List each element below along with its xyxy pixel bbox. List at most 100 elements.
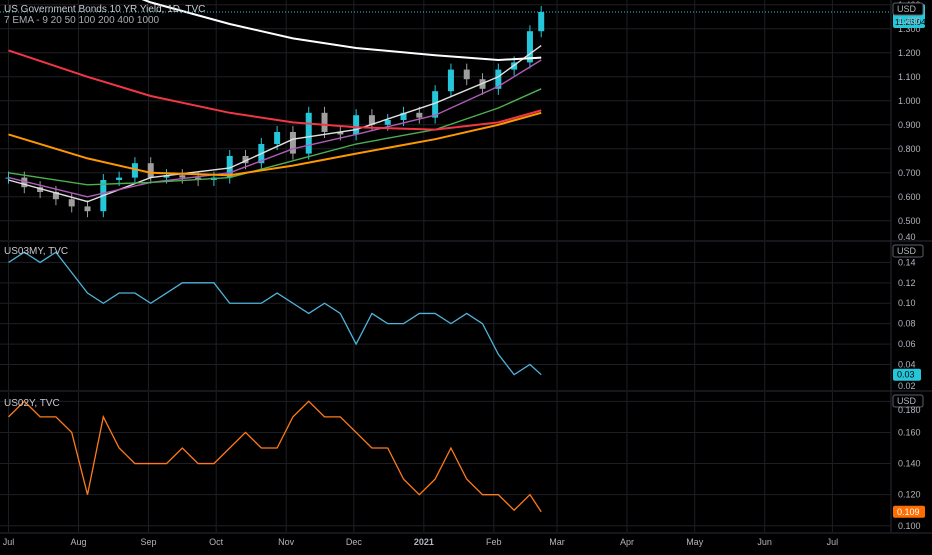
- y-tick-label: 0.160: [898, 427, 921, 437]
- us02y-pane-title: US02Y, TVC: [4, 398, 60, 409]
- us02y-series-line: [8, 400, 542, 513]
- time-axis-label: Feb: [486, 537, 502, 547]
- y-tick-label: 0.10: [898, 298, 916, 308]
- top-tick-label: 1.400: [898, 16, 921, 26]
- price-tag: [893, 368, 921, 381]
- currency-label: USD: [897, 396, 917, 406]
- candle-body: [538, 12, 545, 32]
- candle-body: [416, 112, 423, 118]
- time-axis-label: Jul: [827, 537, 839, 547]
- ema-50-line: [8, 88, 542, 186]
- currency-label: USD: [897, 246, 917, 256]
- time-axis-label: Sep: [140, 537, 156, 547]
- y-tick-label: 1.300: [898, 24, 921, 34]
- y-tick-label: 0.100: [898, 521, 921, 531]
- candles: [5, 6, 545, 218]
- candle-body: [321, 112, 328, 132]
- candle-body: [400, 112, 407, 120]
- candle-body: [242, 156, 249, 164]
- pane-us03my[interactable]: 0.14 0.12 0.10 0.08 0.06 0.040.03 USD 0.02: [0, 244, 924, 391]
- candle-body: [116, 177, 123, 180]
- candle-body: [368, 115, 375, 125]
- candle-body: [463, 69, 470, 80]
- candle-body: [163, 175, 170, 178]
- price-label: 0.03: [897, 370, 915, 380]
- candle-body: [131, 163, 138, 178]
- bottom-tick-label: 0.40: [898, 232, 916, 242]
- candle-body: [21, 177, 28, 188]
- y-tick-label: 1.000: [898, 96, 921, 106]
- candle-body: [37, 187, 44, 192]
- y-tick-label: 0.06: [898, 339, 916, 349]
- us02y-pane-legend: US02Y, TVC: [4, 398, 60, 409]
- y-tick-label: 0.800: [898, 144, 921, 154]
- time-axis-label: Oct: [209, 537, 224, 547]
- y-tick-label: 0.14: [898, 257, 916, 267]
- y-tick-label: 0.600: [898, 192, 921, 202]
- currency-badge[interactable]: [892, 2, 924, 16]
- currency-badge[interactable]: [892, 244, 924, 258]
- y-tick-label: 0.04: [898, 359, 916, 369]
- bottom-tick-label: 0.02: [898, 381, 916, 391]
- candle-body: [179, 175, 186, 178]
- time-axis-label: Dec: [346, 537, 363, 547]
- ema-100-line: [8, 111, 542, 177]
- top-tick-label: 0.180: [898, 405, 921, 415]
- time-axis-label: Jul: [3, 537, 15, 547]
- candle-body: [226, 156, 233, 178]
- time-axis-label: Mar: [549, 537, 565, 547]
- us03my-pane-title: US03MY, TVC: [4, 246, 69, 257]
- candle-body: [353, 115, 360, 135]
- candle-body: [84, 206, 91, 212]
- candle-body: [432, 91, 439, 118]
- price-tag: [893, 505, 925, 518]
- candle-body: [195, 177, 202, 180]
- y-tick-label: 0.12: [898, 278, 916, 288]
- us03my-pane-legend: US03MY, TVC: [4, 246, 68, 257]
- ema-200-line: [8, 49, 542, 131]
- time-axis-label: Jun: [757, 537, 772, 547]
- time-axis-label: 2021: [414, 537, 434, 547]
- candle-body: [526, 31, 533, 63]
- currency-label: USD: [897, 4, 917, 14]
- time-axis[interactable]: Jul Aug Sep Oct Nov Dec 2021 Feb Mar Apr May Jun Jul: [3, 537, 838, 547]
- main-pane-title: US Government Bonds 10 YR Yield, 1D, TVC: [4, 4, 206, 15]
- candle-body: [447, 69, 454, 92]
- price-label: 0.109: [897, 507, 920, 517]
- time-axis-label: Nov: [278, 537, 295, 547]
- candle-body: [52, 192, 59, 200]
- y-tick-label: 0.900: [898, 120, 921, 130]
- time-axis-label: Aug: [70, 537, 86, 547]
- ema-20-line: [8, 59, 542, 198]
- candle-body: [147, 163, 154, 178]
- candle-body: [68, 199, 75, 207]
- grid-lines: [8, 0, 833, 532]
- candle-body: [495, 69, 502, 89]
- y-tick-label: 0.140: [898, 459, 921, 469]
- time-axis-label: May: [686, 537, 704, 547]
- ema-9-line: [8, 45, 542, 203]
- candle-body: [289, 132, 296, 154]
- y-tick-label: 0.700: [898, 168, 921, 178]
- candle-body: [384, 120, 391, 125]
- y-tick-label: 1.200: [898, 48, 921, 58]
- ema-400-line: [141, 0, 542, 62]
- candle-body: [274, 132, 281, 144]
- countdown-label: 11:25:04: [895, 18, 926, 27]
- y-tick-label: 1.100: [898, 72, 921, 82]
- y-tick-label: 0.08: [898, 319, 916, 329]
- y-tick-label: 0.500: [898, 216, 921, 226]
- currency-badge[interactable]: [892, 394, 924, 408]
- candle-body: [305, 112, 312, 154]
- candle-body: [337, 132, 344, 135]
- y-tick-label: 0.120: [898, 490, 921, 500]
- us03my-series-line: [8, 251, 542, 376]
- time-axis-label: Apr: [620, 537, 634, 547]
- main-pane-legend: US Government Bonds 10 YR Yield, 1D, TVC…: [4, 4, 205, 26]
- ema-indicator-label: 7 EMA - 9 20 50 100 200 400 1000: [4, 15, 160, 26]
